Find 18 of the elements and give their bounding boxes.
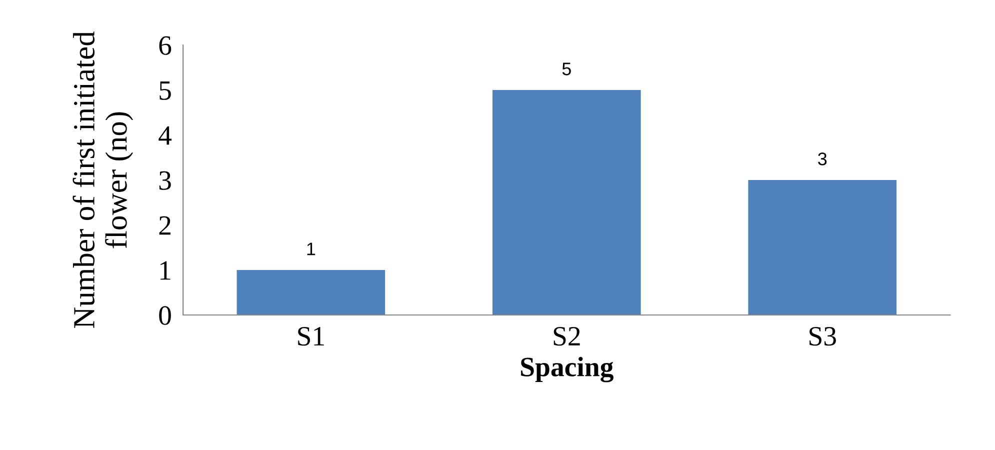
y-tick-label: 0 bbox=[159, 306, 171, 325]
x-tick-label: S2 bbox=[554, 326, 580, 346]
bar bbox=[492, 90, 641, 315]
y-tick-label: 4 bbox=[158, 126, 172, 145]
x-tick-label: S1 bbox=[298, 326, 324, 346]
bar bbox=[748, 180, 897, 315]
y-axis-title: Number of first initiated flower (no) bbox=[72, 31, 134, 328]
y-tick-label: 1 bbox=[160, 261, 170, 280]
y-tick-label: 6 bbox=[159, 36, 172, 55]
data-label: 3 bbox=[818, 152, 827, 166]
bar bbox=[236, 270, 386, 315]
y-tick-label: 3 bbox=[159, 171, 171, 190]
y-tick-label: 2 bbox=[159, 216, 170, 235]
data-label: 1 bbox=[307, 242, 316, 256]
data-label: 5 bbox=[562, 62, 571, 76]
y-tick-label: 5 bbox=[160, 81, 171, 100]
x-tick-label: S3 bbox=[810, 326, 836, 346]
x-axis-title: Spacing bbox=[521, 356, 614, 382]
